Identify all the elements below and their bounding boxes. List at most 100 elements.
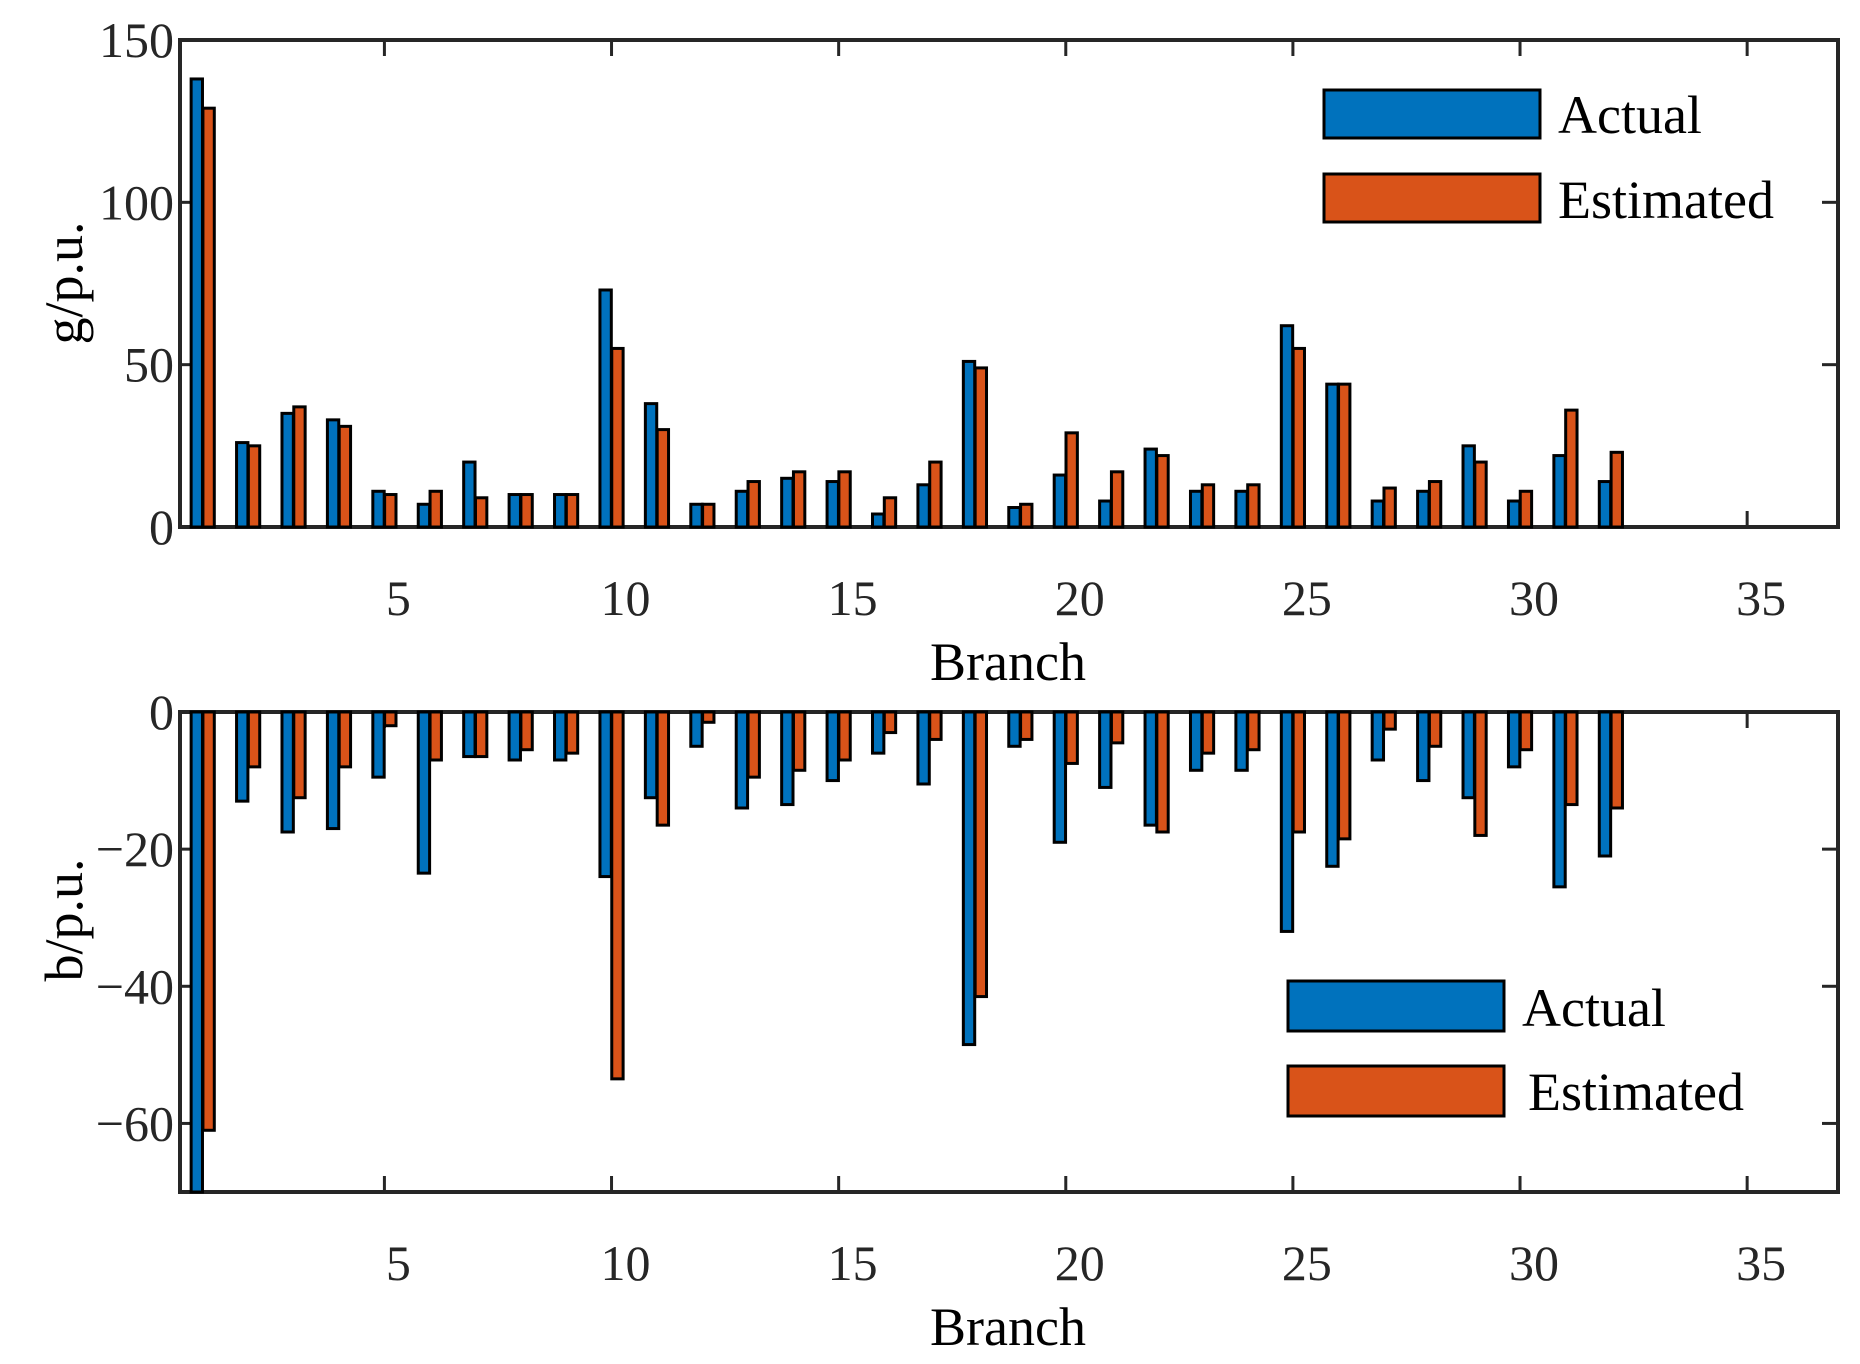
b-bar-estimated	[973, 710, 989, 999]
b-legend-actual-swatch	[1286, 979, 1506, 1033]
b-legend: Actual Estimated	[1286, 978, 1744, 1122]
g-bar-estimated	[292, 405, 307, 529]
b-bar-actual	[734, 710, 750, 810]
b-bar-estimated	[1609, 710, 1624, 810]
g-bar-estimated	[1564, 408, 1579, 529]
g-bar-estimated	[746, 480, 761, 529]
g-bar-actual	[462, 460, 477, 529]
g-bar-estimated	[1337, 382, 1352, 529]
g-bar-actual	[961, 359, 977, 529]
b-ytick-label: −20	[96, 821, 174, 877]
g-bar-estimated	[383, 493, 398, 529]
g-bar-estimated	[519, 493, 534, 529]
g-bar-actual	[1052, 473, 1068, 529]
g-bar-estimated	[1427, 480, 1443, 529]
g-bar-estimated	[1064, 431, 1079, 529]
g-bar-estimated	[473, 496, 489, 529]
b-bar-estimated	[1518, 710, 1534, 752]
g-bar-actual	[780, 476, 795, 529]
b-ytick-label: −60	[96, 1095, 174, 1151]
b-bar-estimated	[1019, 710, 1034, 741]
g-bar-actual	[1370, 499, 1386, 529]
b-bar-actual	[462, 710, 477, 759]
g-ytick-label: 50	[124, 337, 174, 393]
g-bar-estimated	[1246, 483, 1261, 529]
b-bar-estimated	[1155, 710, 1170, 834]
g-chart: 5 10 15 20 25 30 35 0 50 100 150 Branch g/p.u. Act…	[34, 12, 1840, 692]
b-bar-estimated	[1064, 710, 1079, 765]
b-bar-actual	[1370, 710, 1386, 762]
g-bar-actual	[1325, 382, 1340, 529]
g-bar-actual	[416, 502, 432, 529]
b-bar-actual	[325, 710, 341, 831]
b-axis-ticks: 5 10 15 20 25 30 35 −60 −40 −20 0	[96, 684, 1838, 1291]
b-bar-actual	[1416, 710, 1431, 783]
g-axis-ticks: 5 10 15 20 25 30 35 0 50 100 150	[99, 12, 1838, 626]
b-bar-estimated	[791, 710, 807, 772]
b-bar-actual	[643, 710, 659, 800]
b-bar-actual	[1234, 710, 1249, 772]
b-bar-estimated	[928, 710, 943, 741]
b-bar-estimated	[519, 710, 534, 752]
g-bar-actual	[1234, 489, 1249, 529]
b-bar-estimated	[746, 710, 761, 779]
b-bar-actual	[1188, 710, 1204, 772]
g-bar-actual	[1506, 499, 1522, 529]
b-bar-actual	[235, 710, 250, 803]
b-bar-estimated	[1200, 710, 1216, 755]
g-bar-actual	[734, 489, 750, 529]
g-bar-actual	[598, 288, 613, 529]
g-xtick-label: 20	[1055, 570, 1105, 626]
b-bar-actual	[1552, 710, 1567, 889]
b-legend-estimated-swatch	[1286, 1064, 1506, 1118]
g-bar-estimated	[1382, 486, 1397, 529]
g-bar-actual	[1416, 489, 1431, 529]
g-bar-estimated	[201, 106, 216, 529]
b-bar-actual	[825, 710, 840, 783]
g-bar-estimated	[1473, 460, 1488, 529]
b-xtick-label: 15	[828, 1235, 878, 1291]
g-bar-estimated	[1109, 470, 1125, 529]
b-bar-estimated	[337, 710, 353, 769]
g-ylabel: g/p.u.	[34, 221, 94, 344]
g-bar-estimated	[791, 470, 807, 529]
b-bar-actual	[780, 710, 795, 807]
b-bar-actual	[280, 710, 295, 834]
b-bar-actual	[1506, 710, 1522, 769]
g-bar-estimated	[246, 444, 262, 529]
b-ylabel: b/p.u.	[34, 858, 94, 981]
g-bar-estimated	[1291, 346, 1306, 529]
g-bar-actual	[1007, 506, 1022, 529]
g-bar-actual	[235, 441, 250, 529]
b-bar-estimated	[610, 710, 625, 1081]
b-bar-actual	[598, 710, 613, 879]
g-legend-actual-swatch	[1322, 88, 1542, 140]
g-xtick-label: 5	[386, 570, 411, 626]
b-bar-actual	[689, 710, 704, 748]
g-legend-estimated-swatch	[1322, 172, 1542, 224]
b-bar-actual	[553, 710, 568, 762]
g-bar-actual	[1279, 324, 1295, 529]
g-bar-estimated	[973, 366, 989, 529]
b-legend-estimated-label: Estimated	[1528, 1062, 1744, 1122]
b-bar-actual	[1597, 710, 1613, 858]
b-bar-estimated	[1427, 710, 1443, 748]
g-ytick-label: 150	[99, 12, 174, 68]
g-bar-estimated	[337, 424, 353, 529]
g-bar-estimated	[701, 502, 716, 529]
b-bar-actual	[189, 710, 204, 1194]
g-bar-actual	[189, 77, 204, 529]
g-bar-estimated	[564, 493, 580, 529]
g-legend-estimated-label: Estimated	[1558, 170, 1774, 230]
b-bar-actual	[1098, 710, 1113, 789]
b-bar-estimated	[1337, 710, 1352, 841]
b-xtick-label: 10	[601, 1235, 651, 1291]
g-bar-actual	[870, 512, 886, 529]
b-bar-estimated	[701, 710, 716, 724]
b-xtick-label: 20	[1055, 1235, 1105, 1291]
g-bar-estimated	[928, 460, 943, 529]
g-bar-actual	[1143, 447, 1158, 529]
g-xtick-label: 35	[1736, 570, 1786, 626]
b-bar-estimated	[882, 710, 898, 735]
